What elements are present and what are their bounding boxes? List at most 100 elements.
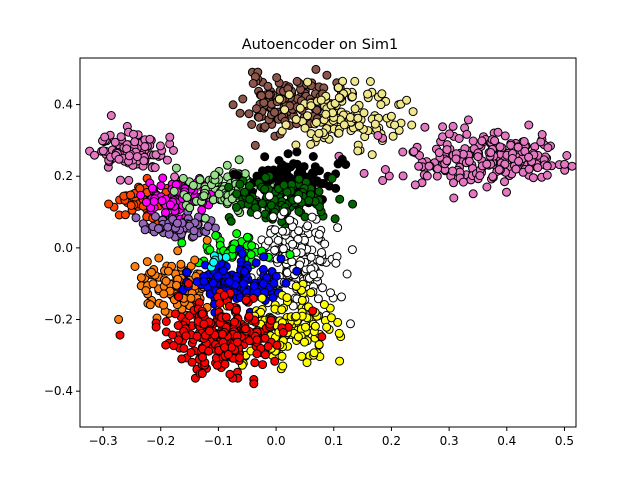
data-point: [186, 293, 196, 303]
data-point: [169, 186, 179, 196]
data-point: [165, 200, 175, 210]
data-point: [338, 76, 348, 86]
data-point: [514, 156, 524, 166]
data-point: [326, 313, 336, 323]
data-point: [373, 131, 383, 140]
data-point: [145, 300, 155, 310]
data-point: [528, 173, 538, 183]
data-point: [159, 289, 169, 299]
data-point: [314, 340, 324, 350]
data-point: [130, 137, 140, 147]
data-point: [562, 151, 572, 160]
data-point: [486, 148, 496, 157]
data-point: [347, 245, 357, 255]
data-point: [260, 122, 270, 131]
data-point: [124, 151, 134, 161]
y-tick-label: −0.2: [44, 313, 73, 327]
data-point: [294, 207, 304, 216]
data-point: [209, 257, 219, 267]
data-point: [213, 271, 223, 281]
data-point: [185, 203, 195, 213]
data-point: [334, 93, 344, 103]
data-point: [163, 222, 173, 232]
data-point: [327, 174, 337, 183]
data-point: [260, 350, 270, 360]
data-point: [158, 173, 168, 183]
data-point: [307, 212, 317, 222]
data-point: [131, 213, 141, 223]
data-point: [320, 239, 330, 249]
data-point: [306, 101, 316, 111]
x-tick-label: 0.0: [267, 434, 286, 448]
data-point: [147, 267, 156, 277]
data-point: [317, 248, 326, 257]
data-point: [230, 317, 239, 327]
data-point: [444, 129, 454, 139]
data-point: [246, 250, 256, 260]
data-point: [420, 122, 430, 132]
data-point: [177, 238, 187, 248]
data-point: [359, 168, 369, 178]
data-point: [269, 278, 279, 288]
x-tick-label: 0.3: [440, 434, 459, 448]
data-point: [334, 128, 344, 138]
data-point: [90, 150, 99, 160]
data-point: [205, 326, 214, 336]
data-point: [154, 253, 164, 263]
data-point: [307, 168, 317, 178]
data-point: [380, 165, 390, 174]
data-point: [188, 180, 198, 190]
data-point: [386, 111, 396, 121]
data-point: [315, 256, 325, 266]
data-point: [277, 351, 287, 361]
data-point: [256, 91, 266, 101]
data-point: [161, 340, 171, 350]
data-point: [142, 257, 152, 267]
data-point: [488, 172, 498, 181]
data-point: [258, 360, 268, 370]
data-point: [159, 300, 169, 310]
data-point: [140, 225, 150, 235]
data-point: [232, 189, 242, 199]
data-point: [263, 342, 273, 351]
data-point: [454, 134, 464, 143]
data-point: [276, 254, 286, 264]
data-point: [272, 340, 282, 350]
data-point: [263, 81, 273, 91]
data-point: [306, 288, 316, 298]
data-point: [279, 207, 289, 217]
y-tick-label: 0.0: [54, 241, 73, 255]
data-point: [442, 156, 452, 166]
data-point: [281, 162, 291, 172]
data-point: [264, 191, 274, 201]
data-point: [182, 192, 192, 202]
data-point: [260, 333, 270, 343]
data-point: [239, 279, 248, 289]
data-point: [210, 170, 220, 180]
data-point: [170, 309, 180, 319]
data-point: [250, 358, 260, 368]
data-point: [163, 266, 173, 276]
data-point: [114, 154, 124, 164]
data-point: [219, 290, 229, 300]
data-point: [252, 335, 262, 345]
data-point: [434, 148, 444, 158]
data-point: [448, 166, 458, 176]
data-point: [330, 214, 340, 224]
data-point: [542, 170, 552, 180]
data-point: [333, 317, 343, 327]
data-point: [266, 315, 276, 325]
data-point: [173, 321, 183, 330]
data-point: [414, 161, 424, 171]
data-point: [281, 120, 291, 130]
data-point: [181, 331, 191, 341]
data-point: [283, 149, 293, 159]
data-point: [311, 118, 321, 127]
data-point: [254, 112, 264, 122]
x-tick-label: −0.2: [146, 434, 175, 448]
data-point: [116, 132, 126, 142]
x-axis: −0.3 −0.2 −0.1 0.0 0.1 0.2 0.3 0.4 0.5: [88, 427, 574, 448]
data-point: [316, 95, 326, 105]
data-point: [458, 177, 468, 187]
data-point: [273, 235, 283, 245]
